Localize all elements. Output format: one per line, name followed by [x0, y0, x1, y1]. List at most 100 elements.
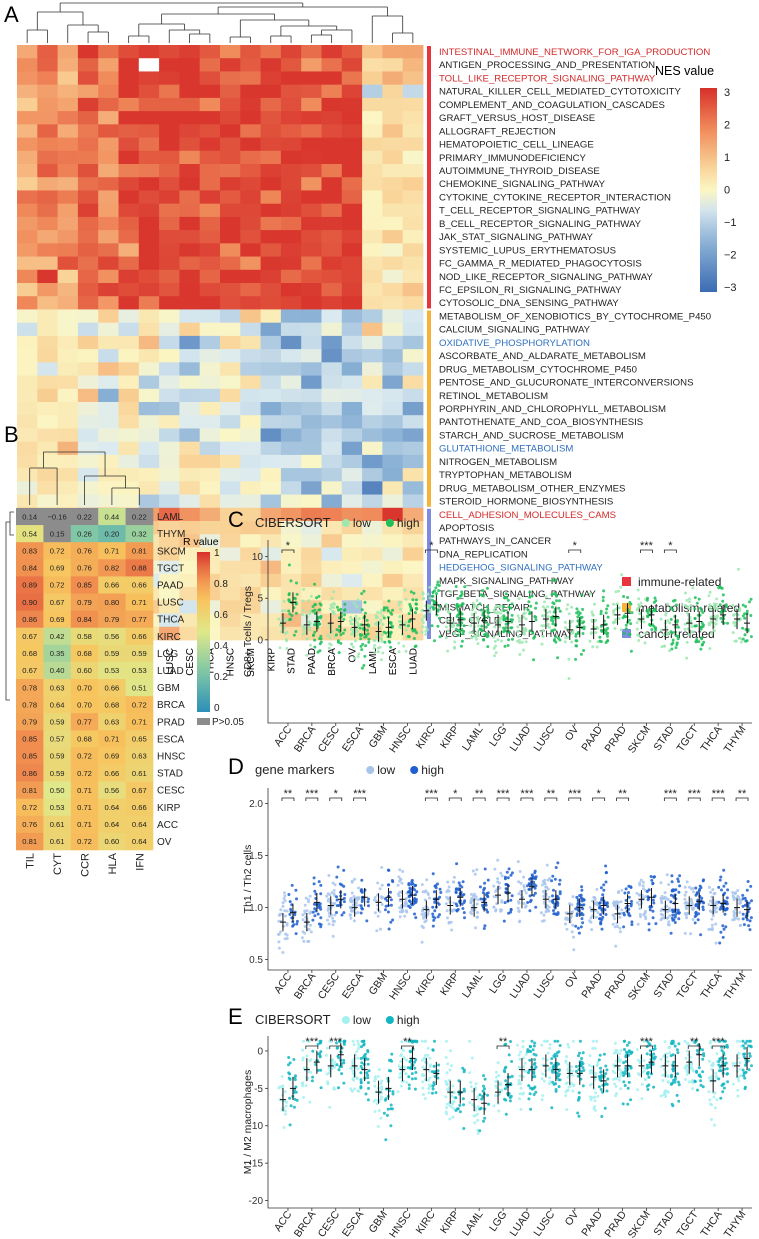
- signature-column-label: IFN: [134, 853, 146, 871]
- data-point: [558, 882, 561, 886]
- category-label: CESC: [316, 1209, 343, 1239]
- heatmap-cell: [341, 164, 363, 178]
- data-point: [450, 928, 454, 932]
- data-point: [691, 1087, 695, 1091]
- heatmap-cell: [260, 216, 282, 231]
- heatmap-cell: [98, 309, 119, 324]
- data-point: [359, 1086, 363, 1090]
- data-point: [528, 1092, 532, 1096]
- heatmap-cell: [37, 283, 58, 297]
- heatmap-cell: [301, 481, 322, 495]
- data-point: [570, 605, 574, 609]
- heatmap-cell: [17, 322, 38, 337]
- heatmap-cell: [260, 124, 282, 138]
- data-point: [620, 573, 624, 577]
- heatmap-cell: [240, 402, 261, 416]
- heatmap-cell: [138, 97, 160, 112]
- data-point: [288, 1123, 292, 1127]
- data-point: [528, 894, 532, 898]
- data-point: [288, 1061, 292, 1065]
- correlation-cell: [70, 730, 99, 748]
- heatmap-cell: [220, 203, 241, 218]
- data-point: [593, 897, 597, 901]
- heatmap-cell: [37, 150, 58, 165]
- data-point: [295, 897, 298, 901]
- heatmap-cell: [17, 203, 38, 218]
- error-bar: [566, 619, 573, 640]
- data-point: [624, 1069, 628, 1073]
- data-point: [364, 644, 368, 648]
- data-point: [398, 906, 402, 910]
- data-point: [313, 608, 317, 612]
- heatmap-cell: [402, 177, 424, 191]
- heatmap-cell: [179, 468, 201, 482]
- cancer-column-label: PAAD: [307, 648, 318, 675]
- data-point: [404, 621, 408, 625]
- data-point: [307, 927, 311, 931]
- heatmap-cell: [37, 402, 58, 416]
- heatmap-cell: [321, 309, 343, 324]
- data-point: [685, 605, 689, 609]
- correlation-value: 0.72: [50, 581, 65, 590]
- data-point: [566, 1042, 570, 1046]
- correlation-cell: [98, 508, 126, 526]
- data-point: [750, 899, 753, 903]
- heatmap-cell: [199, 216, 221, 231]
- data-point: [522, 875, 526, 879]
- data-point: [433, 900, 437, 904]
- data-point: [415, 602, 418, 606]
- heatmap-cell: [118, 230, 140, 244]
- heatmap-cell: [382, 150, 404, 165]
- data-point: [290, 883, 294, 887]
- heatmap-cell: [159, 111, 180, 125]
- error-bar: [495, 614, 502, 635]
- heatmap-cell: [77, 230, 99, 244]
- heatmap-cell: [341, 494, 363, 509]
- data-point: [521, 627, 525, 630]
- heatmap-cell: [402, 58, 424, 72]
- data-point: [516, 625, 520, 629]
- heatmap-cell: [138, 230, 160, 244]
- row-dendrogram-branch: [9, 511, 14, 536]
- data-point: [554, 866, 558, 869]
- category-label: LAML: [460, 971, 486, 1000]
- panel-a-letter: A: [4, 2, 19, 27]
- heatmap-cell: [77, 111, 99, 125]
- data-point: [523, 611, 527, 615]
- data-point: [391, 918, 395, 922]
- data-point: [493, 606, 497, 610]
- heatmap-cell: [199, 137, 221, 152]
- data-point: [326, 634, 330, 637]
- data-point: [337, 1086, 340, 1090]
- data-point: [301, 609, 305, 612]
- heatmap-cell: [321, 124, 343, 138]
- data-point: [742, 923, 746, 927]
- data-point: [528, 610, 532, 614]
- data-point: [510, 602, 514, 606]
- data-point: [557, 636, 560, 640]
- data-point: [330, 596, 334, 600]
- data-point: [406, 634, 410, 638]
- correlation-value: 0.76: [77, 546, 92, 555]
- data-point: [605, 901, 609, 905]
- data-point: [438, 616, 441, 620]
- data-point: [523, 1061, 527, 1065]
- scatter-title: gene markers: [255, 762, 335, 777]
- data-point: [293, 913, 297, 917]
- data-point: [399, 1059, 403, 1063]
- data-point: [445, 1112, 449, 1116]
- data-point: [700, 621, 704, 625]
- data-point: [738, 607, 742, 611]
- heatmap-cell: [402, 468, 424, 482]
- heatmap-cell: [17, 388, 38, 403]
- heatmap-cell: [138, 150, 160, 165]
- pathway-row-label: PENTOSE_AND_GLUCURONATE_INTERCONVERSIONS: [439, 378, 693, 389]
- heatmap-cell: [199, 375, 221, 390]
- data-point: [428, 896, 431, 900]
- correlation-value: 0.35: [50, 649, 65, 658]
- heatmap-cell: [402, 454, 424, 469]
- correlation-cell: [43, 781, 72, 799]
- data-point: [494, 895, 498, 899]
- data-point: [481, 594, 485, 598]
- data-point: [552, 888, 555, 892]
